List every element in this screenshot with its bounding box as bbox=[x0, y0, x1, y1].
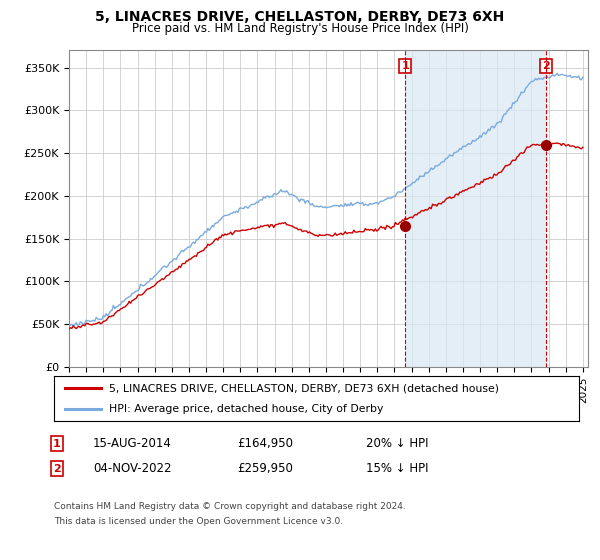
Bar bbox=[405, 50, 546, 367]
Text: 5, LINACRES DRIVE, CHELLASTON, DERBY, DE73 6XH: 5, LINACRES DRIVE, CHELLASTON, DERBY, DE… bbox=[95, 10, 505, 24]
Text: 04-NOV-2022: 04-NOV-2022 bbox=[93, 462, 172, 475]
Text: 1: 1 bbox=[401, 62, 409, 72]
Text: 15% ↓ HPI: 15% ↓ HPI bbox=[366, 462, 428, 475]
Text: 1: 1 bbox=[53, 438, 61, 449]
Text: 2: 2 bbox=[542, 62, 550, 72]
Text: Contains HM Land Registry data © Crown copyright and database right 2024.: Contains HM Land Registry data © Crown c… bbox=[54, 502, 406, 511]
Text: 2: 2 bbox=[53, 464, 61, 474]
Text: HPI: Average price, detached house, City of Derby: HPI: Average price, detached house, City… bbox=[109, 404, 383, 414]
Text: 20% ↓ HPI: 20% ↓ HPI bbox=[366, 437, 428, 450]
Text: This data is licensed under the Open Government Licence v3.0.: This data is licensed under the Open Gov… bbox=[54, 517, 343, 526]
Text: £164,950: £164,950 bbox=[237, 437, 293, 450]
Text: 5, LINACRES DRIVE, CHELLASTON, DERBY, DE73 6XH (detached house): 5, LINACRES DRIVE, CHELLASTON, DERBY, DE… bbox=[109, 384, 499, 394]
Text: 15-AUG-2014: 15-AUG-2014 bbox=[93, 437, 172, 450]
Text: Price paid vs. HM Land Registry's House Price Index (HPI): Price paid vs. HM Land Registry's House … bbox=[131, 22, 469, 35]
Text: £259,950: £259,950 bbox=[237, 462, 293, 475]
